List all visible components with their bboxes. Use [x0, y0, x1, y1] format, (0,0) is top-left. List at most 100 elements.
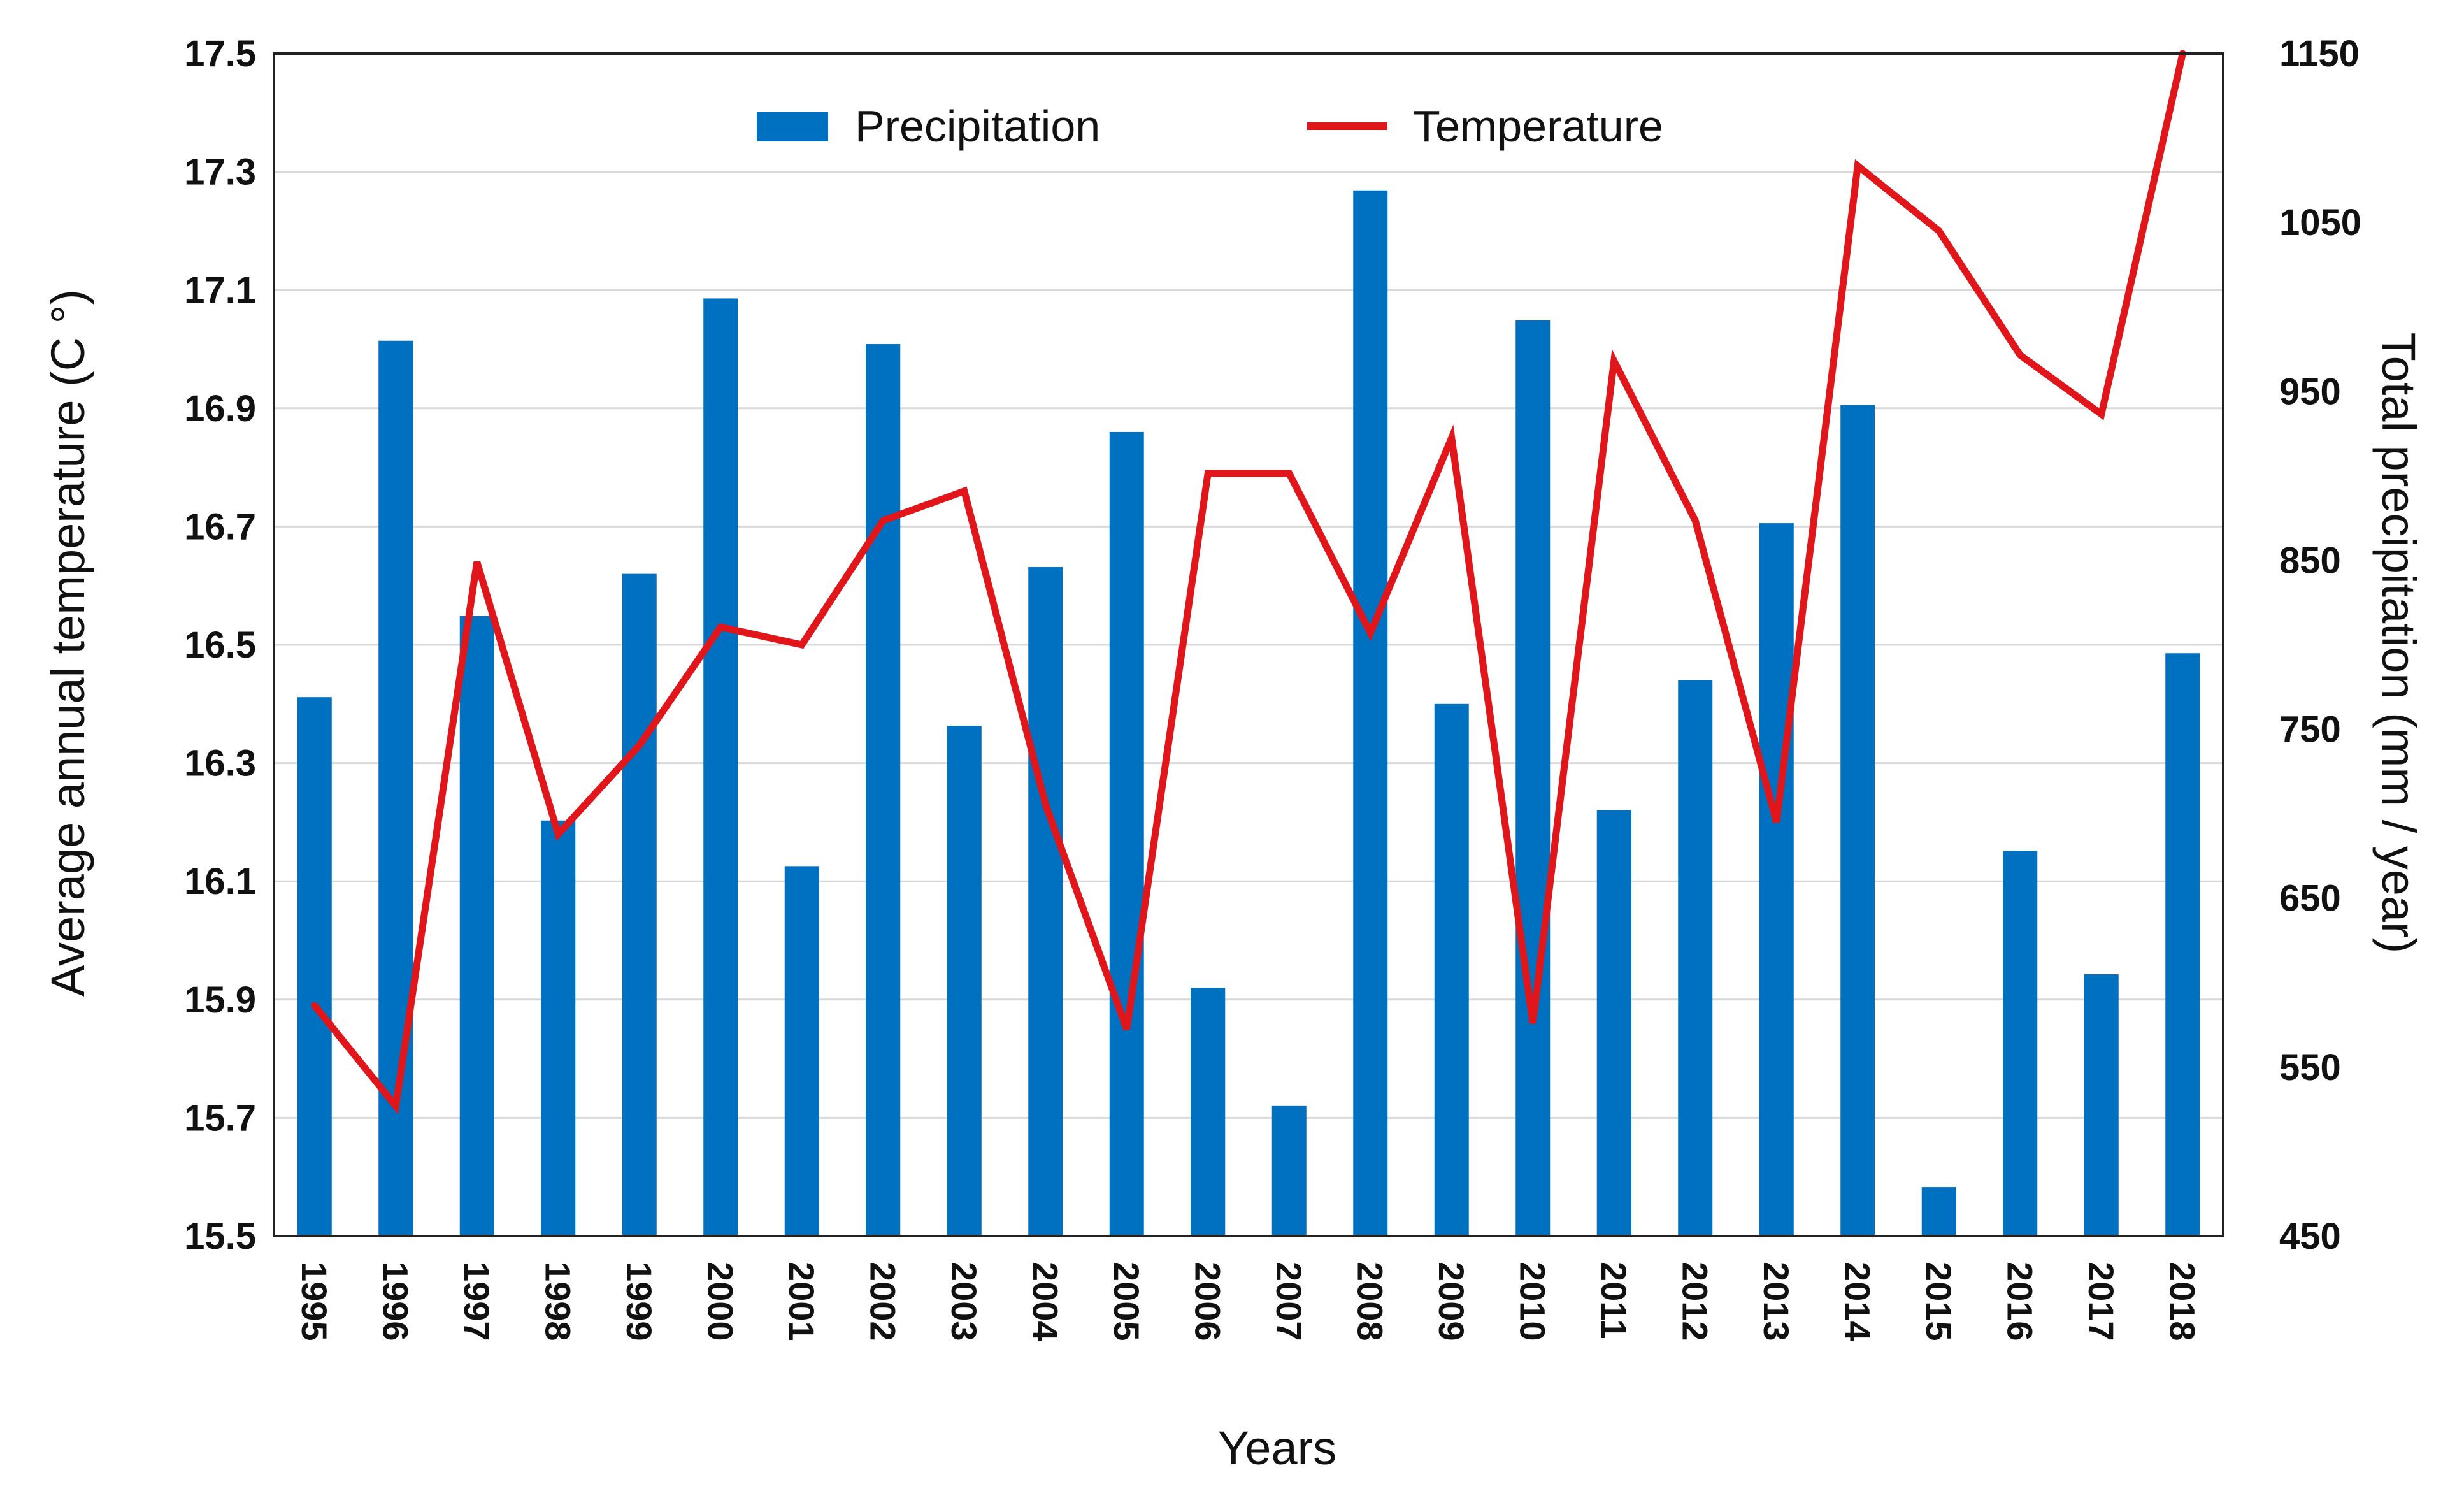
right-tick-label: 950 — [2279, 371, 2341, 412]
left-axis-ticks: 15.5 15.7 15.9 16.1 16.3 16.5 16.7 16.9 17.1 17.3… — [184, 33, 256, 1257]
temperature-point — [720, 626, 722, 628]
precipitation-bar — [541, 820, 576, 1236]
plot-frame — [273, 52, 2224, 1237]
temperature-point — [476, 561, 478, 563]
temperature-point — [1857, 165, 1859, 167]
x-tick-label: 1998 — [538, 1262, 578, 1341]
left-tick-label: 15.5 — [184, 1216, 256, 1257]
left-tick-label: 17.1 — [184, 270, 256, 311]
x-tick-label: 2013 — [1756, 1262, 1796, 1341]
precipitation-bar — [947, 726, 982, 1236]
x-tick-label: 2008 — [1350, 1262, 1390, 1341]
temperature-point — [313, 1005, 315, 1007]
x-tick-label: 2015 — [1919, 1262, 1959, 1341]
x-tick-label: 2016 — [2000, 1262, 2040, 1341]
x-tick-label: 2004 — [1025, 1262, 1065, 1341]
left-axis-title: Average annual temperature (C °) — [41, 289, 94, 997]
temperature-point — [1450, 437, 1452, 439]
x-tick-label: 2010 — [1512, 1262, 1552, 1341]
precipitation-bar — [866, 344, 901, 1237]
x-tick-label: 1997 — [457, 1262, 497, 1341]
x-tick-label: 2017 — [2081, 1262, 2121, 1341]
x-tick-label: 1996 — [375, 1262, 415, 1341]
precipitation-bar — [1840, 405, 1875, 1237]
temperature-point — [1532, 1022, 1534, 1024]
left-tick-label: 16.3 — [184, 743, 256, 784]
left-tick-label: 15.9 — [184, 979, 256, 1021]
temperature-point — [1613, 360, 1615, 362]
temperature-point — [638, 744, 640, 746]
x-tick-label: 2005 — [1107, 1262, 1147, 1341]
right-tick-label: 850 — [2279, 540, 2341, 581]
right-tick-label: 550 — [2279, 1047, 2341, 1088]
precipitation-bar — [1921, 1187, 1956, 1236]
x-tick-label: 2000 — [700, 1262, 740, 1341]
legend: Precipitation Temperature — [757, 101, 1663, 151]
precipitation-bar — [1109, 431, 1144, 1237]
right-axis-ticks: 450 550 650 750 850 950 1050 1150 — [2279, 33, 2361, 1257]
precipitation-bar — [703, 298, 738, 1236]
precipitation-bars — [297, 190, 2200, 1237]
left-tick-label: 16.9 — [184, 388, 256, 429]
right-axis-title: Total precipitation (mm / year) — [2372, 333, 2425, 954]
left-tick-label: 16.7 — [184, 506, 256, 547]
legend-precipitation-swatch — [757, 112, 828, 141]
legend-precipitation-label: Precipitation — [855, 101, 1100, 151]
x-tick-label: 2006 — [1187, 1262, 1228, 1341]
x-tick-label: 1995 — [294, 1262, 334, 1341]
left-tick-label: 15.7 — [184, 1097, 256, 1139]
temperature-point — [1288, 472, 1290, 474]
temperature-point — [1694, 520, 1696, 522]
right-tick-label: 650 — [2279, 878, 2341, 919]
temperature-point — [1045, 803, 1047, 805]
temperature-point — [1938, 230, 1940, 232]
left-tick-label: 17.5 — [184, 33, 256, 75]
x-axis-ticks: 1995 1996 1997 1998 1999 2000 2001 2002 2003 2004… — [294, 1262, 2203, 1341]
right-tick-label: 450 — [2279, 1216, 2341, 1257]
precipitation-bar — [1434, 703, 1469, 1236]
right-tick-label: 1150 — [2279, 33, 2360, 75]
x-tick-label: 2012 — [1675, 1262, 1715, 1341]
x-tick-label: 2018 — [2162, 1262, 2202, 1341]
precipitation-bar — [1028, 567, 1063, 1236]
precipitation-bar — [1353, 190, 1388, 1236]
x-tick-label: 2001 — [782, 1262, 822, 1341]
x-axis-title: Years — [1218, 1422, 1337, 1474]
precipitation-bar — [2084, 974, 2119, 1236]
temperature-point — [882, 520, 884, 522]
x-tick-label: 2014 — [1837, 1262, 1877, 1341]
temperature-point — [1207, 472, 1209, 474]
temperature-point — [1126, 1028, 1128, 1030]
precipitation-bar — [1515, 320, 1551, 1236]
precipitation-bar — [297, 697, 332, 1236]
precipitation-bar — [622, 573, 657, 1236]
precipitation-bar — [1596, 810, 1631, 1236]
temperature-point — [2019, 354, 2021, 356]
precipitation-bar — [459, 616, 494, 1236]
temperature-point — [2100, 414, 2102, 415]
x-tick-label: 2002 — [863, 1262, 903, 1341]
left-tick-label: 17.3 — [184, 152, 256, 193]
precipitation-bar — [784, 866, 819, 1236]
x-tick-label: 2011 — [1594, 1262, 1634, 1339]
x-tick-label: 2003 — [944, 1262, 984, 1341]
temperature-point — [801, 644, 803, 645]
x-tick-label: 2009 — [1431, 1262, 1472, 1341]
temperature-point — [557, 833, 559, 835]
precipitation-bar — [1191, 988, 1226, 1236]
precipitation-bar — [1678, 680, 1713, 1236]
legend-temperature-label: Temperature — [1413, 101, 1663, 151]
right-tick-label: 750 — [2279, 709, 2341, 751]
temperature-point — [963, 490, 965, 492]
temperature-point — [1775, 821, 1777, 823]
temperature-point — [395, 1105, 397, 1107]
temperature-line — [311, 50, 2186, 1115]
precipitation-bar — [1759, 523, 1794, 1236]
left-tick-label: 16.5 — [184, 624, 256, 666]
temperature-point — [1370, 632, 1372, 634]
precipitation-bar — [2003, 851, 2038, 1236]
precipitation-bar — [1271, 1105, 1307, 1236]
temperature-line-group — [311, 50, 2186, 1115]
